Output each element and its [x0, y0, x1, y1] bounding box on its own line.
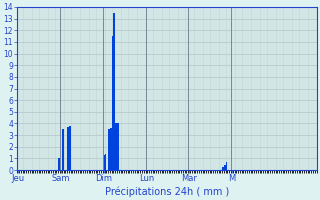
Bar	[115, 123, 117, 170]
Bar	[224, 165, 226, 170]
Bar	[58, 158, 60, 170]
Bar	[222, 167, 224, 170]
Bar	[105, 154, 106, 170]
Bar	[112, 36, 114, 170]
X-axis label: Précipitations 24h ( mm ): Précipitations 24h ( mm )	[105, 186, 229, 197]
Bar	[108, 129, 110, 170]
Bar	[69, 126, 71, 170]
Bar	[62, 129, 64, 170]
Bar	[110, 128, 112, 170]
Bar	[103, 155, 105, 170]
Bar	[117, 123, 119, 170]
Bar	[226, 162, 228, 170]
Bar	[67, 127, 69, 170]
Bar	[114, 13, 115, 170]
